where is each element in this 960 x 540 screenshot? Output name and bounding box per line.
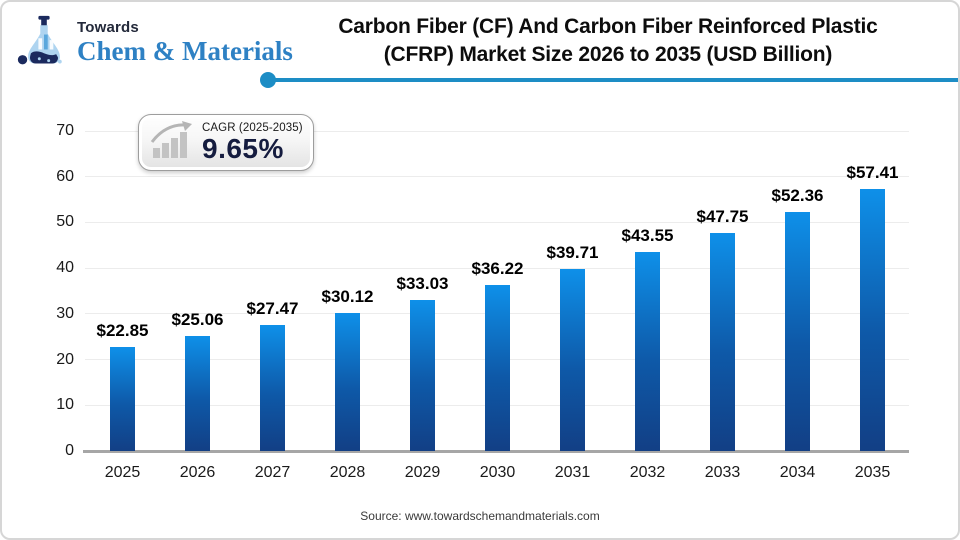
y-axis-label: 50 bbox=[56, 213, 74, 231]
bar-value-label: $30.12 bbox=[321, 287, 374, 307]
bar-value-label: $33.03 bbox=[396, 274, 449, 293]
bar-2026 bbox=[185, 336, 210, 451]
title-underline bbox=[268, 78, 958, 82]
x-axis-label: 2034 bbox=[779, 464, 816, 481]
brand-logo: Towards Chem & Materials bbox=[16, 14, 293, 70]
growth-chart-icon bbox=[149, 120, 195, 165]
x-axis-label: 2028 bbox=[329, 464, 366, 481]
bar-value-label: $25.06 bbox=[171, 310, 224, 330]
x-axis-label: 2031 bbox=[554, 464, 591, 481]
y-axis-label: 60 bbox=[56, 167, 74, 185]
x-axis-label: 2025 bbox=[104, 464, 141, 481]
x-axis-label: 2033 bbox=[704, 464, 741, 481]
chart-title: Carbon Fiber (CF) And Carbon Fiber Reinf… bbox=[278, 13, 938, 69]
bar-2030 bbox=[485, 285, 510, 451]
bar-value-label: $36.22 bbox=[471, 259, 524, 279]
x-axis-label: 2035 bbox=[854, 464, 891, 481]
gridline bbox=[85, 267, 909, 269]
x-axis-label: 2026 bbox=[179, 464, 216, 481]
chart-title-line2: (CFRP) Market Size 2026 to 2035 (USD Bil… bbox=[383, 43, 833, 66]
flask-logo-icon bbox=[16, 14, 72, 70]
bar-2031 bbox=[560, 269, 585, 451]
bar-value-label: $47.75 bbox=[696, 206, 749, 226]
bar-value-label: $52.36 bbox=[771, 185, 824, 205]
x-axis-line bbox=[83, 450, 909, 453]
bar-2027 bbox=[260, 325, 285, 451]
bar-value-label: $22.85 bbox=[96, 320, 149, 340]
x-axis-label: 2027 bbox=[254, 464, 291, 481]
brand-logo-text: Towards Chem & Materials bbox=[77, 14, 293, 65]
x-axis-label: 2029 bbox=[404, 464, 441, 481]
cagr-badge-text: CAGR (2025-2035) 9.65% bbox=[202, 122, 303, 163]
cagr-badge: CAGR (2025-2035) 9.65% bbox=[138, 114, 314, 171]
cagr-badge-label: CAGR (2025-2035) bbox=[202, 121, 303, 134]
bar-2035 bbox=[860, 188, 885, 451]
y-axis-label: 40 bbox=[56, 259, 74, 277]
bar-value-label: $57.41 bbox=[846, 162, 899, 182]
source-text: Source: www.towardschemandmaterials.com bbox=[360, 509, 600, 523]
bar-2033 bbox=[710, 232, 735, 451]
brand-logo-towards: Towards bbox=[77, 19, 139, 36]
bar-value-label: $39.71 bbox=[546, 243, 599, 263]
brand-logo-name: Chem & Materials bbox=[77, 36, 293, 66]
gridline bbox=[85, 176, 909, 178]
gridline bbox=[85, 130, 909, 132]
bar-2028 bbox=[335, 313, 360, 451]
bar-2029 bbox=[410, 300, 435, 451]
y-axis-label: 70 bbox=[56, 122, 74, 139]
bar-2032 bbox=[635, 251, 660, 451]
bar-2034 bbox=[785, 211, 810, 451]
title-underline-dot bbox=[260, 72, 276, 88]
x-axis-label: 2032 bbox=[629, 464, 666, 481]
y-axis-label: 20 bbox=[56, 350, 74, 368]
y-axis-label: 30 bbox=[56, 304, 74, 322]
x-axis-label: 2030 bbox=[479, 464, 516, 481]
bar-value-label: $43.55 bbox=[621, 225, 674, 245]
chart-title-line1: Carbon Fiber (CF) And Carbon Fiber Reinf… bbox=[338, 15, 878, 38]
bar-2025 bbox=[110, 346, 135, 451]
gridline bbox=[85, 221, 909, 223]
y-axis-label: 10 bbox=[56, 396, 74, 414]
bar-value-label: $27.47 bbox=[246, 299, 299, 319]
y-axis-label: 0 bbox=[65, 442, 74, 459]
cagr-badge-value: 9.65% bbox=[202, 132, 284, 164]
